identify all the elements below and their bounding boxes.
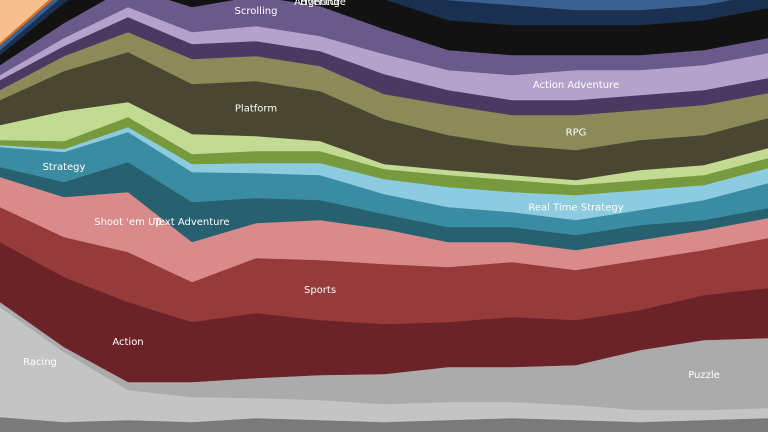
stream-layer (0, 0, 768, 56)
layer-label: Action Adventure (533, 80, 619, 91)
layer-label: Scrolling (235, 6, 278, 17)
layer-label: Shoot 'em Up (94, 217, 162, 228)
layer-label: Text Adventure (153, 217, 229, 228)
layer-label: Fighting (300, 0, 340, 8)
stream-layer (0, 0, 733, 51)
layer-label: Puzzle (688, 370, 720, 381)
layer-label: Platform (235, 104, 277, 115)
layer-label: Strategy (43, 162, 86, 173)
layer-label: Action (112, 337, 143, 348)
stream-layer (0, 0, 768, 66)
layer-label: Sports (304, 285, 336, 296)
layer-label: Adventure (294, 0, 346, 8)
layer-label: RPG (566, 128, 587, 139)
stream-layer (0, 0, 768, 76)
stream-layer (0, 0, 53, 46)
layer-label: Real Time Strategy (528, 203, 623, 214)
layer-label: Racing (23, 357, 57, 368)
